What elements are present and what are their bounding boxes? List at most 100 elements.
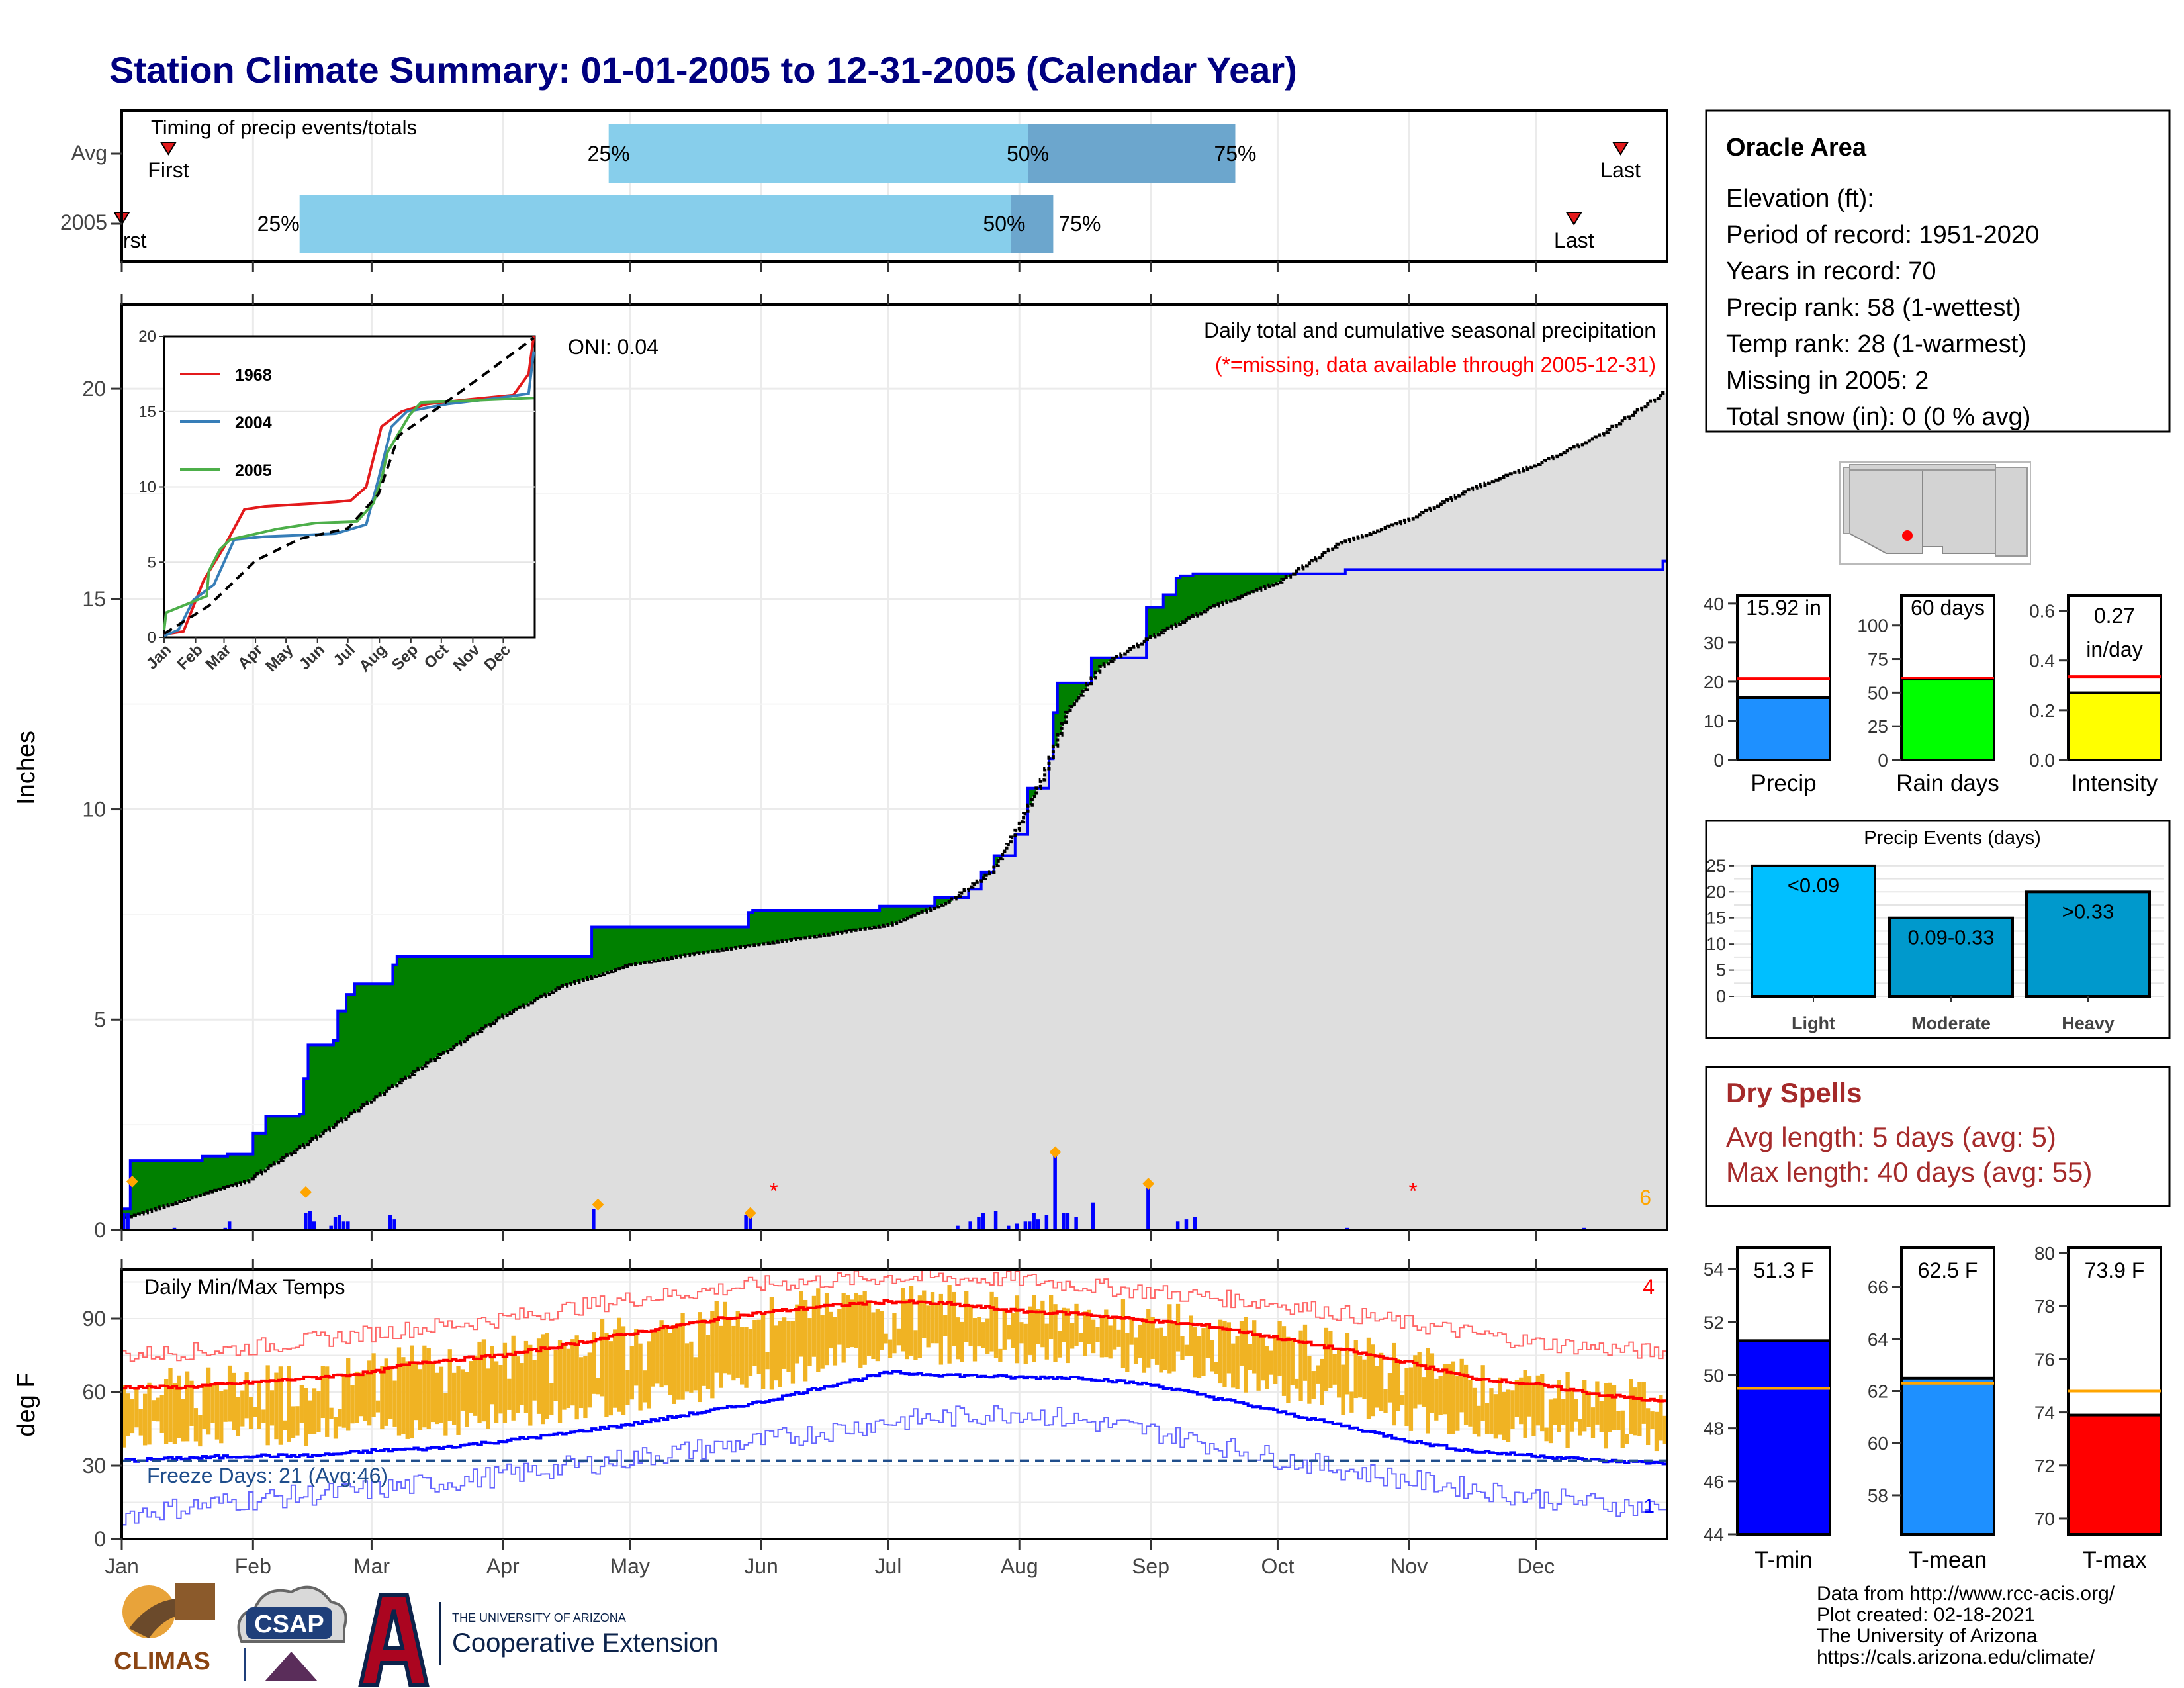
temp-daily-bar [917, 1295, 922, 1358]
precip-event-marker [300, 1186, 312, 1198]
temp-daily-bar [968, 1304, 973, 1346]
temp-daily-bar [1358, 1355, 1363, 1398]
temp-daily-bar [451, 1372, 457, 1425]
daily-precip-bar [304, 1213, 308, 1230]
events-y-tick-label: 0 [1716, 986, 1726, 1006]
csap-mountain-shape [265, 1652, 318, 1681]
temp-daily-bar [1633, 1387, 1638, 1436]
summary-bar-y-tick-label: 20 [1704, 672, 1724, 692]
temp-daily-bar [774, 1325, 778, 1381]
temp-daily-bar [291, 1406, 296, 1438]
temp-daily-bar [1184, 1344, 1189, 1356]
timing-bars: 25% 50% 75% First Last 25% 50% 75% rst Last [113, 124, 1641, 253]
temp-daily-bar [871, 1312, 876, 1360]
precip-y-axis: 0 5 10 15 20 [82, 377, 122, 1242]
timing-last-label: Last [1600, 158, 1641, 182]
footer-line-university: The University of Arizona [1817, 1625, 2038, 1647]
temp-bar-y-tick-label: 50 [1704, 1365, 1724, 1385]
month-label-apr: Apr [486, 1554, 520, 1578]
temp-daily-bar [219, 1391, 224, 1444]
temp-daily-bar [1565, 1372, 1570, 1448]
temp-daily-bar [418, 1369, 423, 1430]
temp-daily-bar [1078, 1333, 1083, 1342]
daily-precip-bar [981, 1213, 985, 1230]
temp-daily-bar [1002, 1310, 1007, 1350]
temp-daily-bar [989, 1291, 994, 1352]
temp-daily-bar [1273, 1335, 1278, 1385]
temp-daily-bar [1438, 1376, 1443, 1415]
temp-daily-bar [1290, 1339, 1295, 1385]
precip-x-ticks [120, 294, 1537, 1241]
temp-daily-bar [367, 1360, 372, 1426]
temp-daily-bar [431, 1362, 435, 1423]
ua-block-a-icon [358, 1593, 430, 1687]
temp-daily-bar [163, 1378, 169, 1444]
temp-daily-bar [1514, 1379, 1519, 1417]
temp-daily-bar [1442, 1364, 1447, 1415]
missing-count: 6 [1639, 1186, 1651, 1209]
temp-daily-bar [1023, 1323, 1028, 1364]
temp-daily-bar [1421, 1377, 1426, 1407]
timing-title: Timing of precip events/totals [151, 116, 417, 139]
temp-daily-bar [705, 1335, 711, 1389]
temp-daily-bar [477, 1341, 482, 1423]
inset-y-tick-label: 5 [148, 553, 156, 571]
daily-precip-bar [1015, 1223, 1019, 1230]
temp-daily-bar [1032, 1295, 1036, 1362]
temp-daily-bar [1620, 1410, 1625, 1448]
daily-precip-bar [388, 1215, 392, 1230]
temp-daily-bar [1489, 1388, 1494, 1434]
temp-daily-bar [862, 1291, 867, 1365]
temp-daily-bar [926, 1305, 931, 1348]
temp-panel-label: Daily Min/Max Temps [144, 1275, 345, 1299]
temp-daily-bar [1142, 1318, 1147, 1373]
temp-daily-bar [1286, 1336, 1291, 1403]
temp-bar-label: T-min [1754, 1547, 1813, 1573]
freeze-days-note: Freeze Days: 21 (Avg:46) [147, 1464, 388, 1487]
daily-precip-bar [1193, 1217, 1197, 1230]
temp-daily-bar [156, 1397, 160, 1422]
temp-daily-bar [122, 1385, 126, 1448]
record-low-count: 1 [1643, 1495, 1655, 1517]
temp-daily-bar [1387, 1373, 1392, 1403]
temp-daily-bar [841, 1293, 846, 1363]
timing-row-avg-label: Avg [71, 141, 107, 165]
daily-precip-bar [1044, 1215, 1049, 1230]
temp-daily-bar [596, 1378, 600, 1395]
temp-daily-bar [1404, 1368, 1409, 1427]
temp-daily-bar [257, 1381, 262, 1429]
temp-daily-bar [532, 1360, 537, 1401]
temp-daily-bar [790, 1321, 796, 1384]
temp-daily-bar [473, 1355, 478, 1416]
temp-daily-bar [1629, 1379, 1633, 1434]
temp-daily-bar [490, 1346, 494, 1405]
temp-daily-bar [1057, 1331, 1062, 1358]
temp-daily-bar [756, 1319, 761, 1374]
temp-daily-bar [502, 1342, 508, 1423]
timing-bottom-ticks [120, 261, 1537, 272]
temp-daily-bar [905, 1299, 909, 1360]
temp-daily-bar [998, 1348, 1003, 1362]
logo-csap: CSAP [237, 1585, 347, 1681]
temp-daily-bar [299, 1385, 304, 1423]
temp-daily-bar [520, 1363, 524, 1405]
temp-bar-y-tick-label: 74 [2034, 1403, 2055, 1423]
station-line-snow: Total snow (in): 0 (0 % avg) [1726, 403, 2030, 431]
temp-daily-bar [350, 1385, 355, 1424]
normal-fill-area [122, 393, 1668, 1230]
missing-day-marker: * [1409, 1178, 1418, 1203]
temp-daily-bar [1231, 1343, 1236, 1388]
temp-daily-bar [223, 1389, 228, 1422]
temp-panel-frame [120, 1268, 1668, 1540]
temp-x-axis: Jan Feb Mar Apr May Jun Jul Aug Sep Oct Nov Dec [105, 1259, 1555, 1578]
timing-pct-label: 25% [588, 142, 630, 165]
temp-daily-bar [460, 1369, 465, 1411]
summary-bar-y-tick-label: 0 [1713, 750, 1724, 771]
temp-daily-bar [659, 1320, 664, 1388]
temp-daily-bar [333, 1417, 338, 1439]
temp-bar-y-tick-label: 48 [1704, 1419, 1724, 1439]
temp-daily-bar [769, 1297, 774, 1390]
temp-daily-bar [1324, 1327, 1329, 1391]
timing-first-marker [159, 142, 177, 156]
